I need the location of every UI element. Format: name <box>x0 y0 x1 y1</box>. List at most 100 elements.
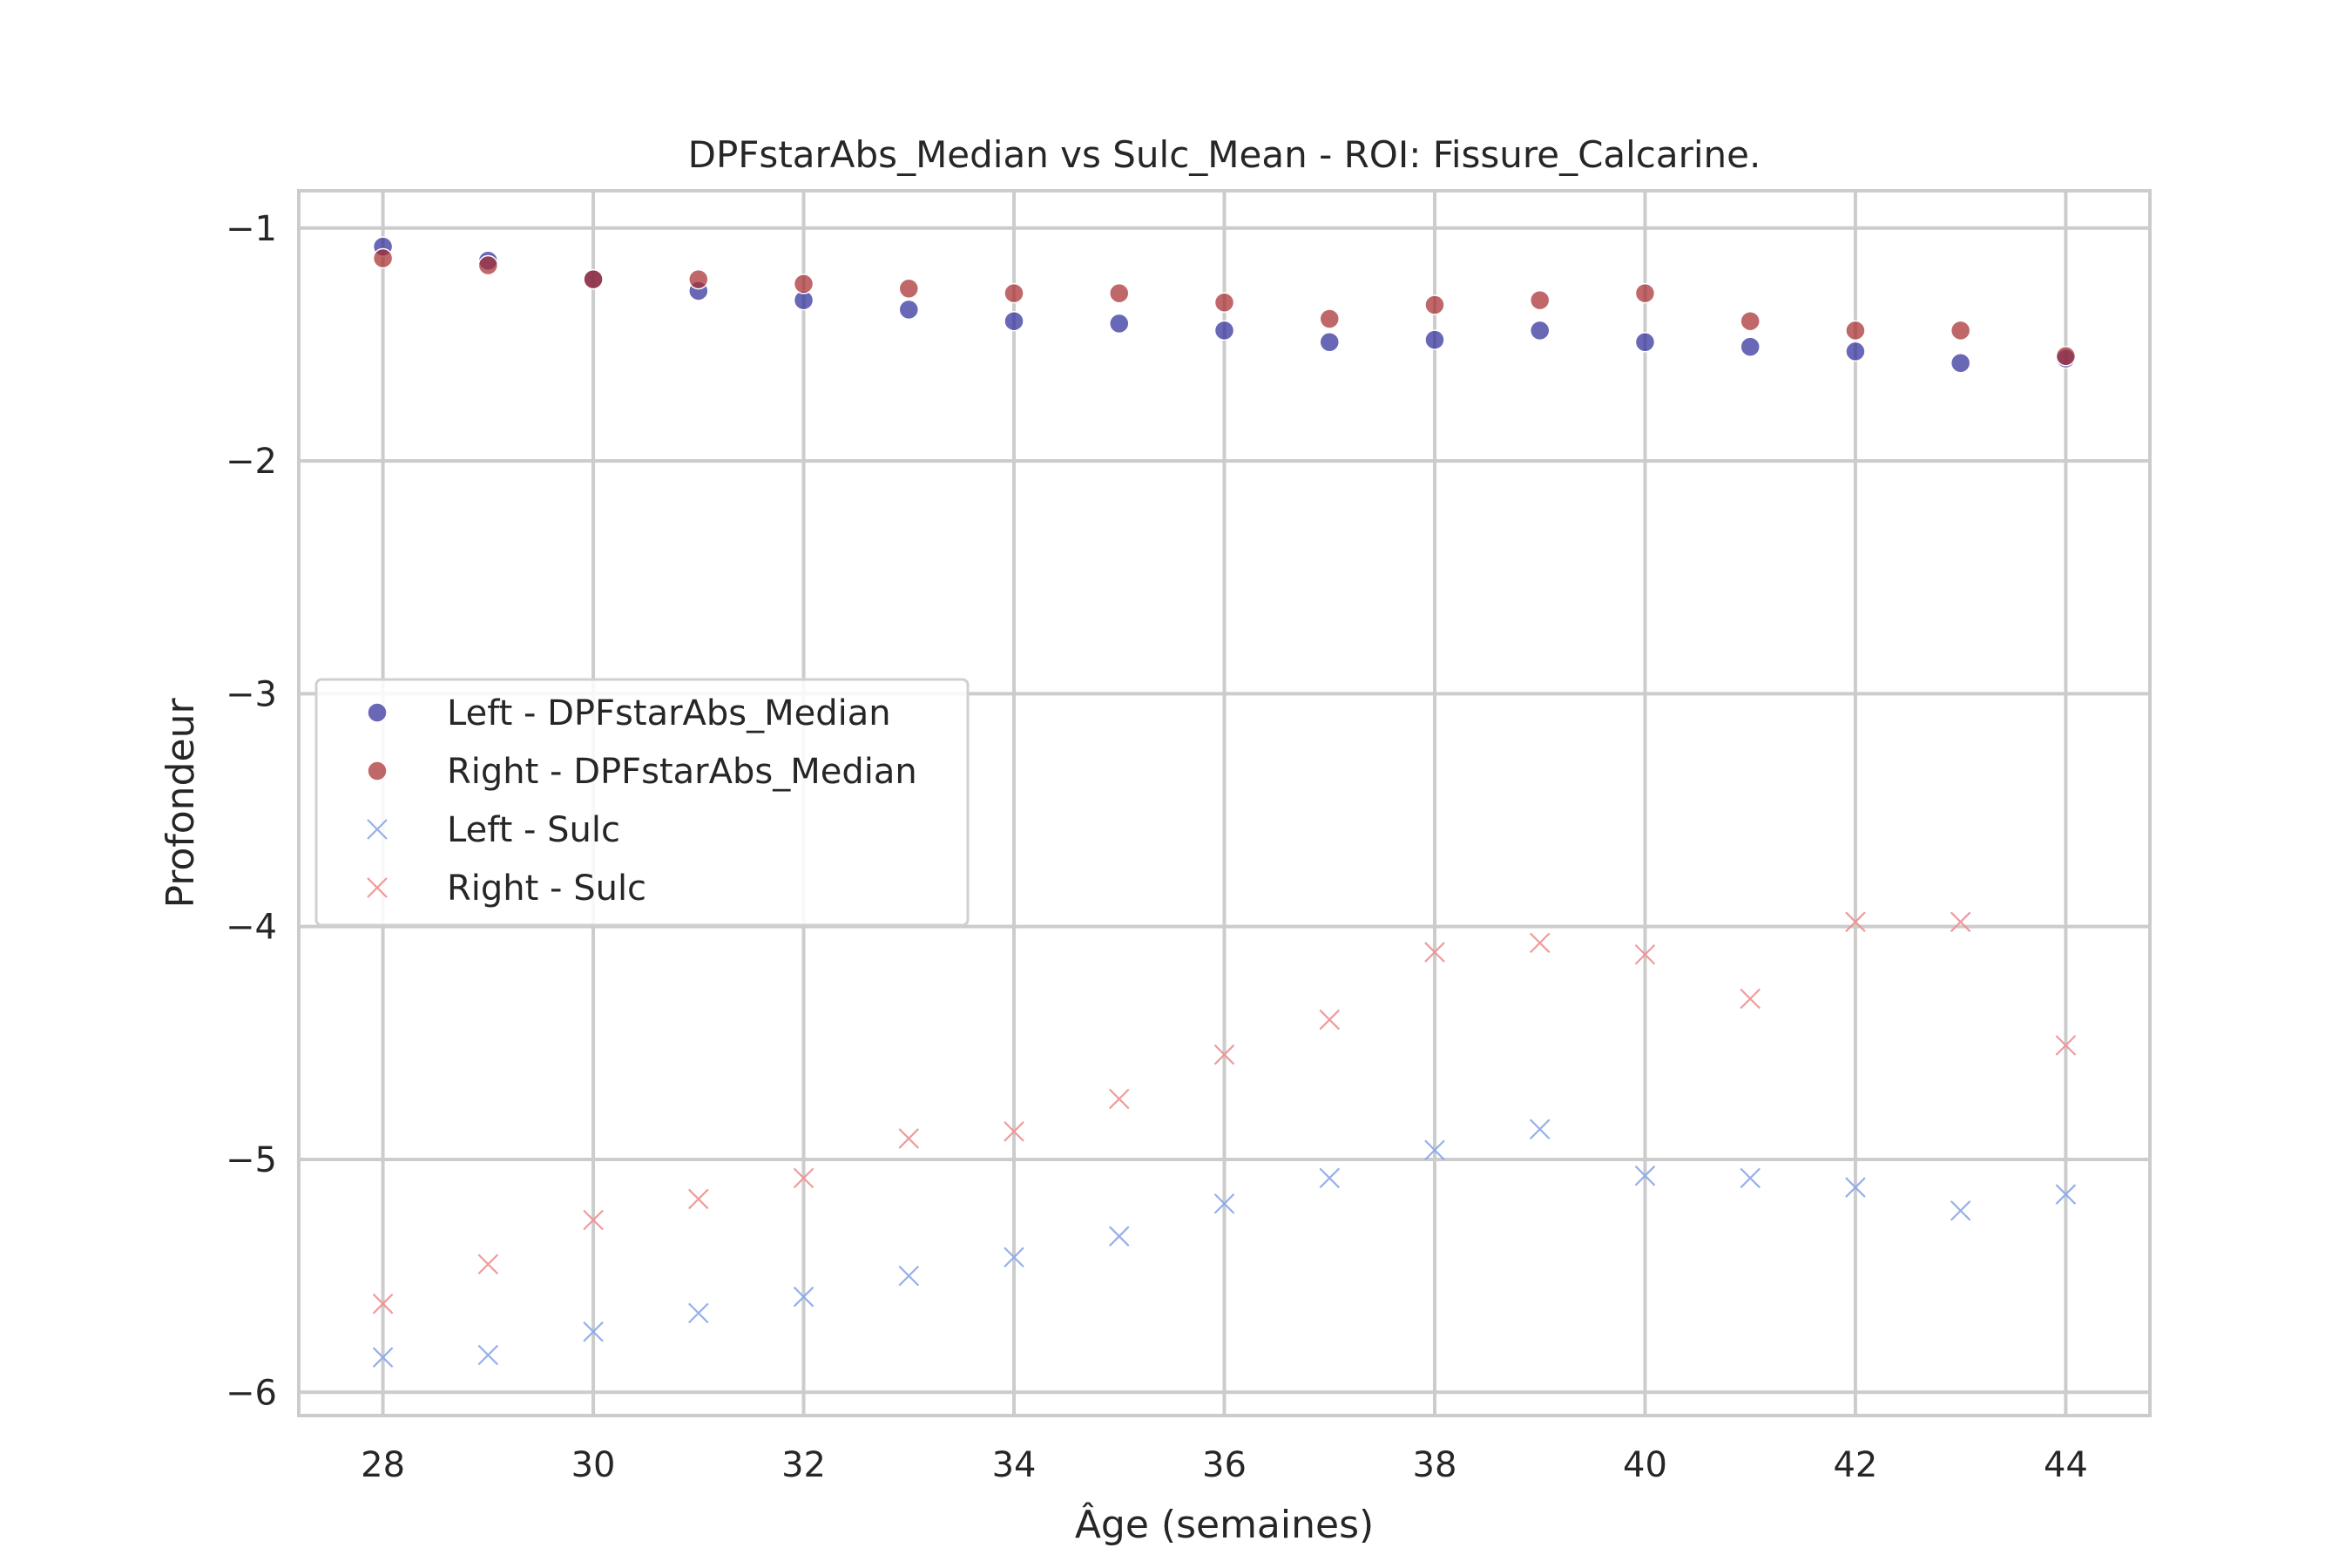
x-tick-label: 36 <box>1202 1445 1247 1485</box>
data-point <box>372 1347 394 1368</box>
data-point <box>477 1344 499 1366</box>
data-series <box>372 236 2077 1368</box>
legend-marker <box>367 877 388 898</box>
data-point <box>1424 1139 1445 1161</box>
data-point <box>1319 308 1340 329</box>
data-point <box>1109 313 1130 335</box>
data-point <box>1950 911 1971 933</box>
data-point <box>1740 310 1761 332</box>
data-point <box>1213 320 1235 341</box>
y-tick-label: −6 <box>226 1373 277 1413</box>
legend-marker <box>367 819 388 840</box>
data-point <box>688 268 709 290</box>
data-point <box>1950 1200 1971 1221</box>
data-point <box>477 254 499 276</box>
x-tick-label: 32 <box>781 1445 826 1485</box>
data-point <box>1108 1088 1130 1110</box>
x-axis-label: Âge (semaines) <box>1075 1501 1374 1547</box>
data-point <box>1845 1177 1866 1198</box>
data-point <box>1634 282 1656 304</box>
plot-frame <box>297 189 2152 1417</box>
data-point <box>1950 320 1971 341</box>
y-tick-label: −4 <box>226 908 277 948</box>
data-point <box>898 299 920 321</box>
data-point <box>1424 294 1445 315</box>
y-tick-label: −3 <box>226 674 277 714</box>
data-point <box>2055 1035 2077 1056</box>
data-point <box>1740 1167 1761 1189</box>
data-point <box>1109 282 1130 304</box>
data-point <box>1529 289 1551 311</box>
x-tick-label: 40 <box>1623 1445 1667 1485</box>
data-point <box>1004 282 1024 304</box>
data-point <box>1634 943 1656 965</box>
data-point <box>1004 1247 1024 1268</box>
data-point <box>793 1286 814 1308</box>
x-tick-label: 30 <box>571 1445 616 1485</box>
y-axis-label: Profondeur <box>159 698 203 909</box>
data-point <box>898 278 920 300</box>
data-point <box>372 247 394 269</box>
data-point <box>1004 1121 1024 1142</box>
data-point <box>477 1254 499 1275</box>
grid <box>299 191 2150 1416</box>
data-point <box>1529 932 1551 954</box>
series-1 <box>372 247 2077 367</box>
data-point <box>688 1302 709 1324</box>
data-point <box>1740 988 1761 1010</box>
data-point <box>2055 346 2077 367</box>
legend-item: Right - DPFstarAbs_Median <box>367 752 917 792</box>
data-point <box>1845 320 1866 341</box>
data-point <box>688 1188 709 1210</box>
y-tick-label: −2 <box>226 442 277 482</box>
data-point <box>1529 320 1551 341</box>
data-point <box>1845 911 1866 933</box>
data-point <box>1634 1165 1656 1186</box>
data-point <box>1529 1119 1551 1139</box>
data-point <box>898 1128 920 1149</box>
data-point <box>1319 1167 1341 1189</box>
data-point <box>1213 1044 1235 1065</box>
y-tick-label: −1 <box>226 209 277 249</box>
series-3 <box>372 911 2077 1315</box>
y-tick-label: −5 <box>226 1140 277 1180</box>
tick-labels: 28 30 32 34 36 38 40 42 44 −1 −2 −3 −4 −5 −6 <box>226 209 2088 1485</box>
chart-title: DPFstarAbs_Median vs Sulc_Mean - ROI: Fi… <box>688 133 1761 176</box>
data-point <box>1424 942 1445 963</box>
legend-item: Left - Sulc <box>367 810 620 850</box>
data-point <box>1950 353 1971 374</box>
data-point <box>1319 331 1340 353</box>
data-point <box>583 1321 604 1342</box>
legend-marker <box>367 760 388 781</box>
x-tick-label: 28 <box>361 1445 405 1485</box>
data-point <box>1213 1193 1235 1214</box>
data-point <box>1319 1009 1341 1031</box>
data-point <box>1004 310 1024 332</box>
data-point <box>583 268 604 290</box>
x-tick-label: 42 <box>1833 1445 1877 1485</box>
legend-item: Left - DPFstarAbs_Median <box>367 693 891 733</box>
data-point <box>1845 341 1866 362</box>
x-tick-label: 38 <box>1413 1445 1457 1485</box>
data-point <box>583 1209 604 1231</box>
series-2 <box>372 1119 2077 1368</box>
x-tick-label: 34 <box>992 1445 1037 1485</box>
legend-label: Left - DPFstarAbs_Median <box>447 693 891 733</box>
legend-label: Right - Sulc <box>447 868 646 909</box>
data-point <box>1424 329 1445 350</box>
legend-box <box>314 678 970 927</box>
legend-label: Left - Sulc <box>447 810 620 850</box>
data-point <box>2055 1184 2077 1205</box>
legend-marker <box>367 702 388 723</box>
x-tick-label: 44 <box>2044 1445 2088 1485</box>
data-point <box>1740 336 1761 357</box>
legend-item: Right - Sulc <box>367 868 646 909</box>
data-point <box>1108 1226 1130 1247</box>
data-point <box>372 1293 394 1315</box>
data-point <box>1634 331 1656 353</box>
legend: Left - DPFstarAbs_Median Right - DPFstarA… <box>314 678 970 927</box>
data-point <box>898 1265 920 1287</box>
data-point <box>793 274 814 294</box>
data-point <box>793 1167 814 1189</box>
